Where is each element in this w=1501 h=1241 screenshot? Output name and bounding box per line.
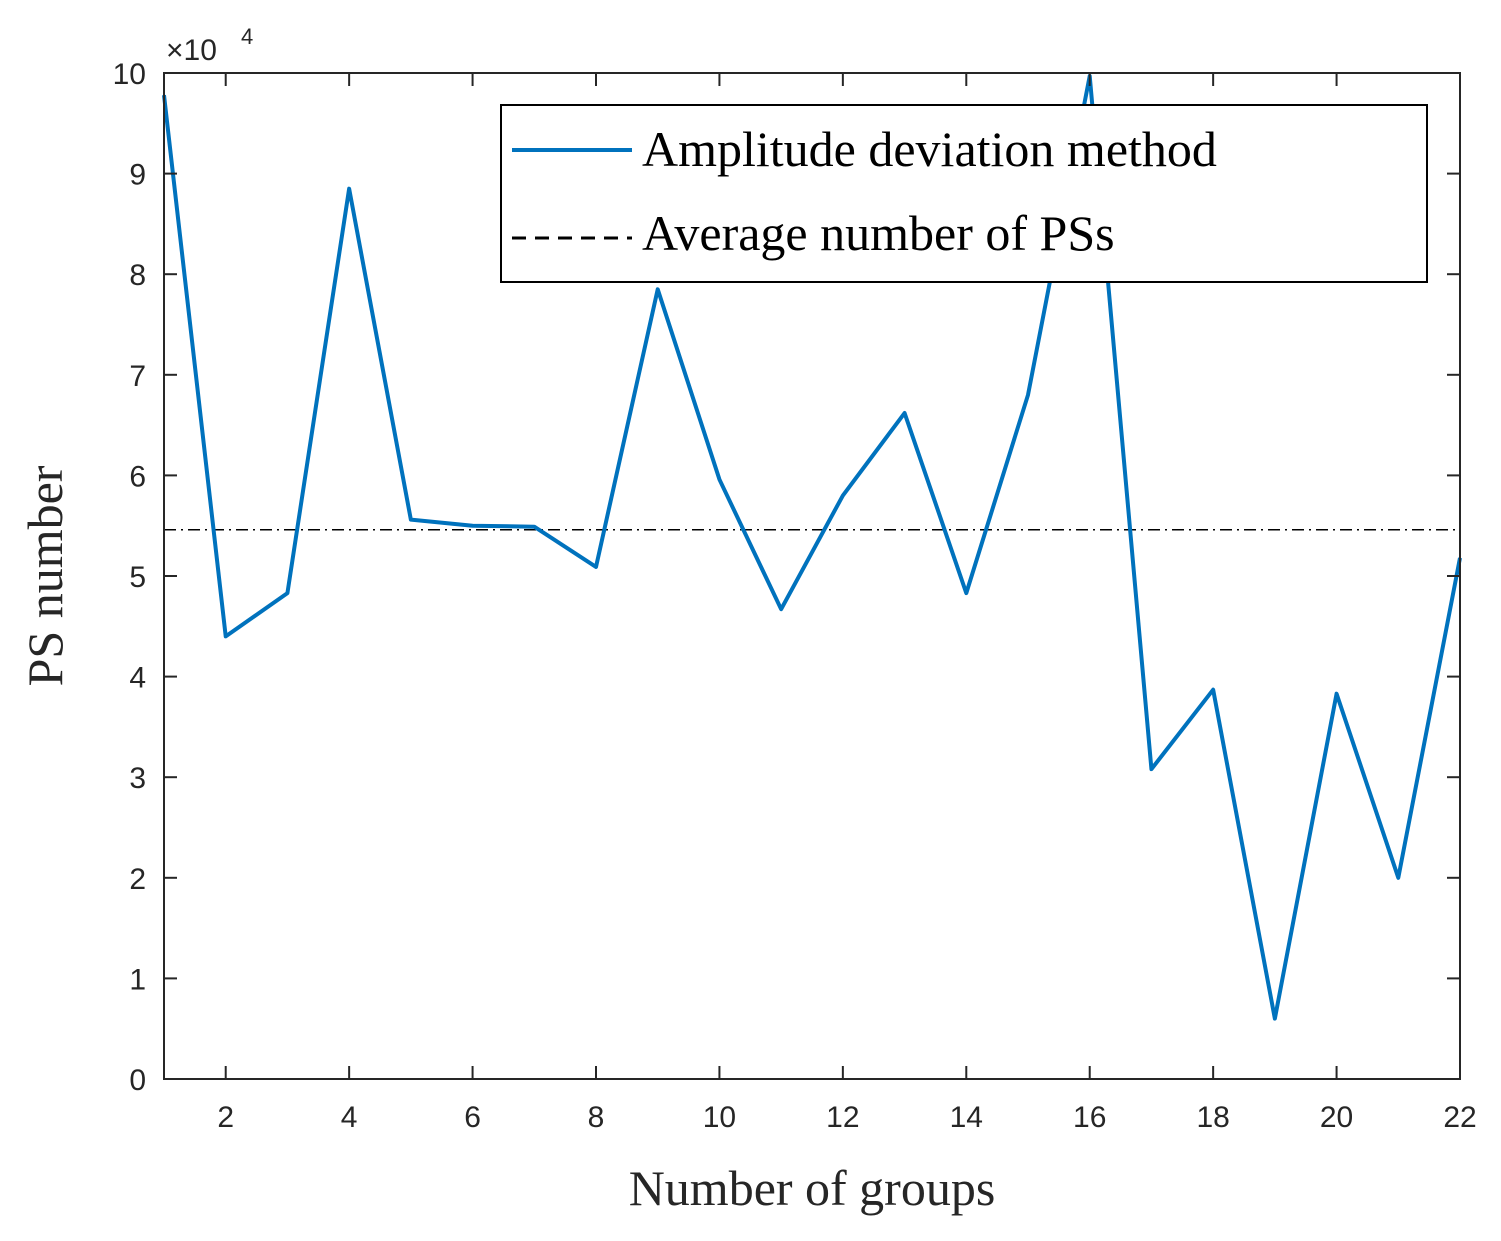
y-tick-label: 9 xyxy=(129,159,146,192)
y-tick-label: 10 xyxy=(113,58,146,91)
series-line-amplitude xyxy=(162,74,1462,1021)
y-tick-label: 2 xyxy=(129,863,146,896)
x-tick-label: 22 xyxy=(1443,1101,1476,1134)
y-tick-label: 8 xyxy=(129,259,146,292)
legend-box xyxy=(500,104,1428,283)
y-axis-title: PS number xyxy=(17,465,73,686)
y-tick-label: 0 xyxy=(129,1064,146,1097)
x-axis-title: Number of groups xyxy=(629,1160,996,1216)
y-tick-label: 6 xyxy=(129,460,146,493)
x-tick-label: 18 xyxy=(1196,1101,1229,1134)
y-tick-label: 1 xyxy=(129,963,146,996)
x-tick-label: 10 xyxy=(703,1101,736,1134)
x-tick-label: 2 xyxy=(217,1101,234,1134)
x-tick-label: 12 xyxy=(826,1101,859,1134)
y-tick-label: 4 xyxy=(129,662,146,695)
x-tick-label: 14 xyxy=(950,1101,983,1134)
series-layer xyxy=(162,74,1462,1021)
legend: Amplitude deviation method Average numbe… xyxy=(500,104,1428,283)
x-tick-label: 16 xyxy=(1073,1101,1106,1134)
y-exponent-base: ×10 xyxy=(166,34,217,67)
x-tick-label: 6 xyxy=(464,1101,481,1134)
y-tick-label: 5 xyxy=(129,561,146,594)
y-tick-label: 7 xyxy=(129,360,146,393)
x-tick-label: 8 xyxy=(588,1101,605,1134)
x-tick-label: 20 xyxy=(1320,1101,1353,1134)
y-tick-label: 3 xyxy=(129,762,146,795)
x-tick-label: 4 xyxy=(341,1101,358,1134)
legend-label-amplitude: Amplitude deviation method xyxy=(642,121,1217,177)
y-exponent: ×10 4 xyxy=(166,24,253,67)
legend-label-average: Average number of PSs xyxy=(642,205,1115,261)
y-exponent-power: 4 xyxy=(241,24,253,49)
